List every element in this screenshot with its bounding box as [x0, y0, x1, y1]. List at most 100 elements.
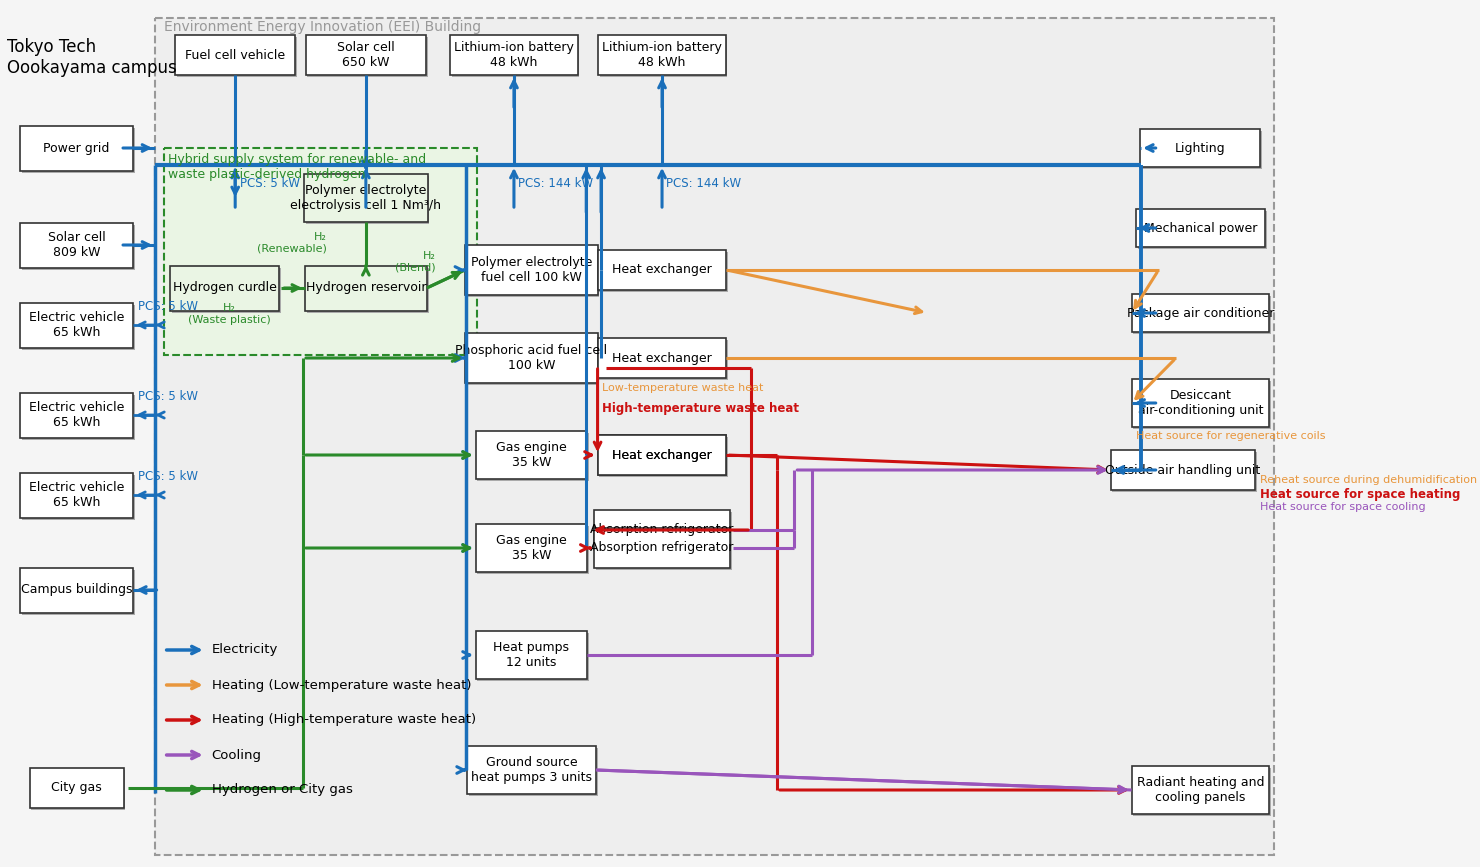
FancyBboxPatch shape — [1134, 381, 1271, 429]
Text: Lithium-ion battery
48 kWh: Lithium-ion battery 48 kWh — [602, 41, 722, 69]
FancyBboxPatch shape — [599, 340, 728, 380]
FancyBboxPatch shape — [1143, 131, 1262, 169]
FancyBboxPatch shape — [164, 148, 478, 355]
FancyBboxPatch shape — [466, 335, 599, 385]
Text: Electric vehicle
65 kWh: Electric vehicle 65 kWh — [30, 311, 124, 339]
FancyBboxPatch shape — [466, 247, 599, 297]
Text: Fuel cell vehicle: Fuel cell vehicle — [185, 49, 286, 62]
Text: H₂
(Renewable): H₂ (Renewable) — [258, 232, 327, 254]
FancyBboxPatch shape — [172, 268, 281, 312]
FancyBboxPatch shape — [305, 265, 426, 310]
Text: Gas engine
35 kW: Gas engine 35 kW — [496, 534, 567, 562]
Text: Lithium-ion battery
48 kWh: Lithium-ion battery 48 kWh — [454, 41, 574, 69]
Text: Hydrogen or City gas: Hydrogen or City gas — [212, 784, 352, 797]
Text: Electric vehicle
65 kWh: Electric vehicle 65 kWh — [30, 401, 124, 429]
FancyBboxPatch shape — [450, 35, 577, 75]
Text: City gas: City gas — [52, 781, 102, 794]
FancyBboxPatch shape — [1134, 768, 1271, 816]
Text: PCS: 144 kW: PCS: 144 kW — [666, 177, 741, 190]
FancyBboxPatch shape — [1132, 379, 1270, 427]
FancyBboxPatch shape — [31, 770, 126, 810]
FancyBboxPatch shape — [22, 474, 135, 519]
FancyBboxPatch shape — [21, 393, 133, 438]
FancyBboxPatch shape — [598, 35, 725, 75]
Text: Phosphoric acid fuel cell
100 kW: Phosphoric acid fuel cell 100 kW — [456, 344, 607, 372]
Text: Outside air handling unit: Outside air handling unit — [1106, 464, 1261, 477]
Text: Heat source for regenerative coils: Heat source for regenerative coils — [1137, 431, 1326, 441]
FancyBboxPatch shape — [1134, 296, 1271, 334]
FancyBboxPatch shape — [21, 303, 133, 348]
FancyBboxPatch shape — [1138, 211, 1267, 249]
Text: PCS: 5 kW: PCS: 5 kW — [240, 177, 299, 190]
FancyBboxPatch shape — [1110, 450, 1255, 490]
Text: Gas engine
35 kW: Gas engine 35 kW — [496, 441, 567, 469]
Text: Solar cell
650 kW: Solar cell 650 kW — [337, 41, 395, 69]
Text: Heating (Low-temperature waste heat): Heating (Low-temperature waste heat) — [212, 679, 471, 692]
Text: Polymer electrolyte
fuel cell 100 kW: Polymer electrolyte fuel cell 100 kW — [471, 256, 592, 284]
Text: Hydrogen curdle: Hydrogen curdle — [173, 282, 277, 295]
FancyBboxPatch shape — [1132, 294, 1270, 332]
Text: Low-temperature waste heat: Low-temperature waste heat — [602, 383, 764, 393]
FancyBboxPatch shape — [303, 174, 428, 222]
FancyBboxPatch shape — [596, 512, 731, 552]
Text: PCS: 5 kW: PCS: 5 kW — [138, 470, 198, 483]
Text: Desiccant
air-conditioning unit: Desiccant air-conditioning unit — [1138, 389, 1262, 417]
FancyBboxPatch shape — [306, 176, 429, 224]
FancyBboxPatch shape — [478, 433, 589, 481]
FancyBboxPatch shape — [478, 526, 589, 574]
FancyBboxPatch shape — [1113, 452, 1257, 492]
FancyBboxPatch shape — [465, 245, 598, 295]
Text: PCS: 5 kW: PCS: 5 kW — [138, 300, 198, 313]
Text: Package air conditioner: Package air conditioner — [1126, 307, 1274, 320]
FancyBboxPatch shape — [598, 435, 727, 475]
Text: Polymer electrolyte
electrolysis cell 1 Nm³/h: Polymer electrolyte electrolysis cell 1 … — [290, 184, 441, 212]
FancyBboxPatch shape — [593, 528, 730, 568]
Text: PCS: 5 kW: PCS: 5 kW — [138, 390, 198, 403]
FancyBboxPatch shape — [21, 473, 133, 518]
FancyBboxPatch shape — [22, 225, 135, 270]
FancyBboxPatch shape — [451, 37, 579, 77]
FancyBboxPatch shape — [598, 435, 727, 475]
Text: Hybrid supply system for renewable- and
waste plastic-derived hydrogen: Hybrid supply system for renewable- and … — [169, 153, 426, 181]
FancyBboxPatch shape — [22, 394, 135, 440]
Text: H₂
(Blend): H₂ (Blend) — [395, 251, 435, 273]
Text: Heat source for space cooling: Heat source for space cooling — [1259, 502, 1425, 512]
FancyBboxPatch shape — [22, 304, 135, 349]
FancyBboxPatch shape — [170, 265, 280, 310]
FancyBboxPatch shape — [1137, 209, 1265, 247]
FancyBboxPatch shape — [465, 333, 598, 383]
Text: Electric vehicle
65 kWh: Electric vehicle 65 kWh — [30, 481, 124, 509]
FancyBboxPatch shape — [1132, 766, 1270, 814]
FancyBboxPatch shape — [1140, 129, 1261, 167]
Text: Heat exchanger: Heat exchanger — [613, 448, 712, 461]
FancyBboxPatch shape — [475, 524, 588, 572]
Text: Lighting: Lighting — [1175, 141, 1225, 154]
Text: Environment Energy Innovation (EEI) Building: Environment Energy Innovation (EEI) Buil… — [164, 20, 481, 34]
FancyBboxPatch shape — [30, 768, 124, 808]
FancyBboxPatch shape — [599, 252, 728, 292]
Text: Tokyo Tech
Oookayama campus: Tokyo Tech Oookayama campus — [7, 38, 176, 77]
FancyBboxPatch shape — [469, 748, 598, 796]
FancyBboxPatch shape — [306, 35, 426, 75]
FancyBboxPatch shape — [478, 633, 589, 681]
Text: Heat pumps
12 units: Heat pumps 12 units — [493, 641, 570, 669]
FancyBboxPatch shape — [22, 127, 135, 173]
FancyBboxPatch shape — [155, 18, 1274, 855]
FancyBboxPatch shape — [21, 568, 133, 612]
Text: Mechanical power: Mechanical power — [1144, 221, 1257, 234]
Text: Cooling: Cooling — [212, 748, 262, 761]
Text: Heat exchanger: Heat exchanger — [613, 351, 712, 364]
Text: Electricity: Electricity — [212, 643, 278, 656]
FancyBboxPatch shape — [475, 431, 588, 479]
FancyBboxPatch shape — [176, 37, 297, 77]
FancyBboxPatch shape — [596, 530, 731, 570]
Text: Ground source
heat pumps 3 units: Ground source heat pumps 3 units — [471, 756, 592, 784]
Text: High-temperature waste heat: High-temperature waste heat — [602, 402, 799, 415]
Text: PCS: 144 kW: PCS: 144 kW — [518, 177, 593, 190]
Text: Heat source for space heating: Heat source for space heating — [1259, 488, 1459, 501]
Text: Radiant heating and
cooling panels: Radiant heating and cooling panels — [1137, 776, 1264, 804]
Text: Heating (High-temperature waste heat): Heating (High-temperature waste heat) — [212, 714, 475, 727]
Text: Solar cell
809 kW: Solar cell 809 kW — [47, 231, 105, 259]
Text: Absorption refrigerator: Absorption refrigerator — [591, 542, 734, 555]
FancyBboxPatch shape — [599, 437, 728, 477]
